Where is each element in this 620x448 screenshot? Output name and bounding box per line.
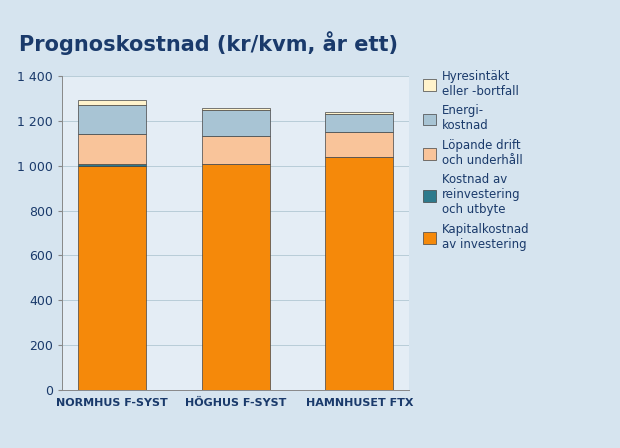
Bar bbox=[326, 114, 394, 132]
Bar bbox=[78, 100, 146, 105]
Bar bbox=[202, 135, 270, 164]
Bar bbox=[202, 108, 270, 110]
Legend: Hyresintäkt
eller -bortfall, Energi-
kostnad, Löpande drift
och underhåll, Kostn: Hyresintäkt eller -bortfall, Energi- kos… bbox=[423, 70, 529, 251]
Text: Prognoskostnad (kr/kvm, år ett): Prognoskostnad (kr/kvm, år ett) bbox=[19, 31, 397, 55]
Bar bbox=[326, 132, 394, 157]
Bar bbox=[202, 110, 270, 135]
Bar bbox=[78, 105, 146, 134]
Bar bbox=[78, 166, 146, 390]
Bar bbox=[202, 164, 270, 390]
Bar bbox=[78, 134, 146, 164]
Bar bbox=[326, 157, 394, 390]
Bar bbox=[78, 164, 146, 166]
Bar bbox=[326, 112, 394, 114]
